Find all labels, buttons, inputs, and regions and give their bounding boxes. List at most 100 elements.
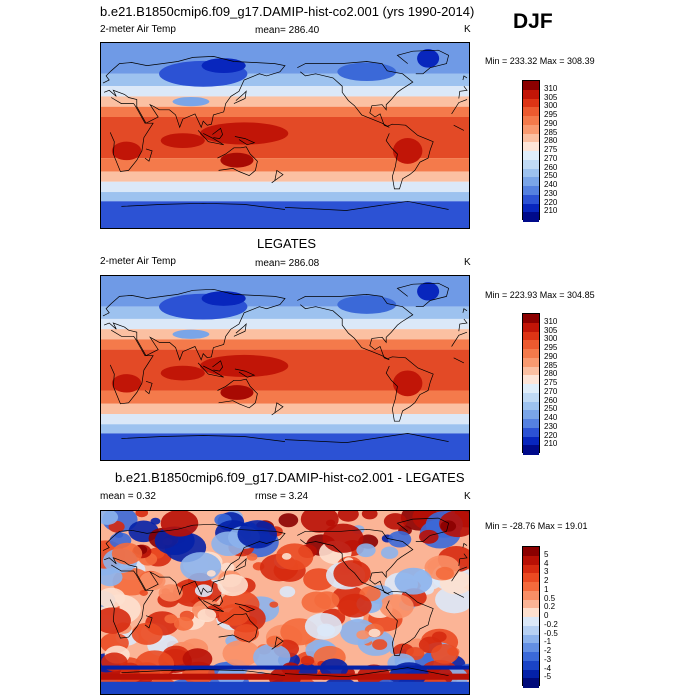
colorbar-cell: [523, 194, 539, 204]
colorbar-cell: [523, 375, 539, 385]
colorbar-label: 285: [544, 127, 558, 137]
colorbar-cell: [523, 392, 539, 402]
colorbar-cell: [523, 547, 539, 557]
coastline: [271, 402, 284, 416]
coastline: [197, 130, 224, 146]
colorbar-cell: [523, 98, 539, 108]
colorbar-label: 280: [544, 369, 558, 379]
colorbar-label: 290: [544, 118, 558, 128]
colorbar-cell: [523, 81, 539, 91]
coastline: [233, 557, 247, 572]
colorbar-label: 1: [544, 584, 549, 594]
coastline: [217, 378, 258, 409]
colorbar-cell: [523, 427, 539, 437]
coastline: [233, 90, 247, 104]
colorbar-label: 2: [544, 576, 549, 585]
coastline: [217, 613, 258, 643]
coastline: [271, 636, 284, 650]
colorbar-label: 295: [544, 343, 558, 352]
colorbar-label: 250: [544, 171, 558, 181]
coastline: [234, 603, 256, 613]
coastline: [396, 282, 450, 308]
colorbar-cell: [523, 401, 539, 411]
panel3-title: b.e21.B1850cmip6.f09_g17.DAMIP-hist-co2.…: [115, 470, 465, 485]
colorbar-label: 230: [544, 421, 558, 431]
panel1-units-label: K: [464, 24, 471, 35]
panel1-mean-label: mean= 286.40: [255, 25, 320, 36]
colorbar-label: 3: [544, 567, 549, 577]
colorbar-label: 260: [544, 162, 558, 172]
colorbar-cell: [523, 643, 539, 653]
coastline: [297, 294, 414, 361]
colorbar-label: 280: [544, 136, 558, 146]
coastline: [144, 615, 153, 629]
season-label: DJF: [513, 10, 553, 33]
colorbar-label: 275: [544, 145, 558, 154]
colorbar-label: 300: [544, 334, 558, 344]
colorbar-cell: [523, 133, 539, 143]
coastline: [144, 148, 153, 162]
colorbar-label: 310: [544, 83, 558, 93]
coastline: [109, 329, 468, 405]
colorbar-label: -0.2: [544, 619, 558, 629]
colorbar-cell: [523, 555, 539, 565]
colorbar-cell: [523, 168, 539, 178]
colorbar-cell: [523, 212, 539, 222]
panel2-title: LEGATES: [257, 236, 317, 251]
colorbar-label: 5: [544, 549, 549, 559]
colorbar-label: 220: [544, 430, 558, 440]
panel3-minmax: Min = -28.76 Max = 19.01: [485, 521, 588, 531]
colorbar-cell: [523, 331, 539, 341]
panel2-left-label: 2-meter Air Temp: [100, 256, 176, 267]
colorbar-label: 270: [544, 153, 558, 163]
colorbar-cell: [523, 634, 539, 644]
coastline: [109, 97, 468, 172]
colorbar-cell: [523, 669, 539, 679]
panel3-map: [100, 510, 470, 695]
colorbar-cell: [523, 151, 539, 161]
colorbar-label: 210: [544, 439, 558, 449]
colorbar-label: -3: [544, 654, 552, 664]
coastline: [297, 61, 414, 128]
coastline: [102, 523, 468, 596]
colorbar-box: [522, 313, 540, 455]
coastline: [121, 200, 449, 211]
colorbar-cell: [523, 124, 539, 134]
colorbar-cell: [523, 599, 539, 609]
map-field: [101, 276, 469, 460]
colorbar-cell: [523, 617, 539, 627]
colorbar-label: -1: [544, 637, 552, 647]
colorbar-label: 220: [544, 197, 558, 207]
panel1-map: [100, 42, 470, 229]
colorbar-cell: [523, 582, 539, 592]
colorbar-label: 240: [544, 180, 558, 189]
colorbar-cell: [523, 203, 539, 213]
panel2-mean-label: mean= 286.08: [255, 258, 320, 269]
colorbar-label: 4: [544, 558, 549, 568]
colorbar-label: -2: [544, 646, 552, 655]
panel3-units-label: K: [464, 491, 471, 502]
colorbar-label: 210: [544, 206, 558, 216]
panel1-minmax: Min = 233.32 Max = 308.39: [485, 56, 595, 66]
colorbar-label: 310: [544, 316, 558, 326]
coastline: [396, 517, 450, 542]
colorbar-box: [522, 546, 540, 688]
coastline: [462, 75, 468, 81]
colorbar-label: 275: [544, 378, 558, 387]
colorbar-cell: [523, 419, 539, 429]
coastline: [233, 322, 247, 337]
coastline: [121, 667, 449, 678]
colorbar-cell: [523, 349, 539, 359]
coastline: [234, 368, 256, 378]
colorbar-cell: [523, 625, 539, 635]
coastline: [385, 590, 434, 656]
colorbar-cell: [523, 436, 539, 446]
colorbar-label: 240: [544, 413, 558, 422]
colorbar-cell: [523, 116, 539, 126]
colorbar-label: 260: [544, 395, 558, 405]
coastline: [197, 597, 224, 613]
colorbar-cell: [523, 89, 539, 99]
coastline: [385, 356, 434, 422]
colorbar-cell: [523, 159, 539, 169]
colorbar-cell: [523, 186, 539, 196]
